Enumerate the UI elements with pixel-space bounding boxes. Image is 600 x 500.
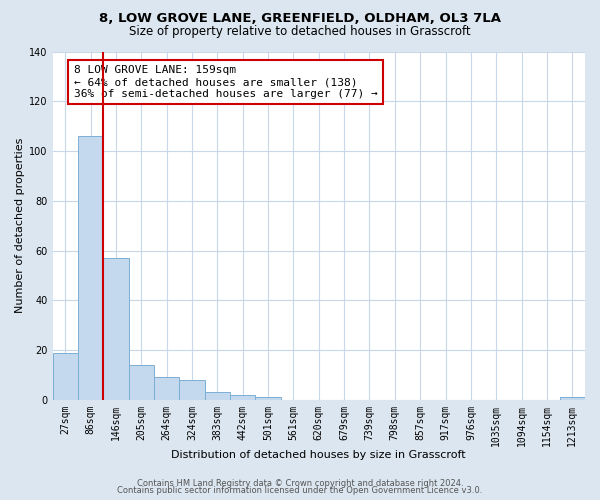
Bar: [179, 380, 205, 400]
Bar: [128, 365, 154, 400]
Bar: [53, 352, 78, 400]
X-axis label: Distribution of detached houses by size in Grasscroft: Distribution of detached houses by size …: [172, 450, 466, 460]
Text: Contains public sector information licensed under the Open Government Licence v3: Contains public sector information licen…: [118, 486, 482, 495]
Bar: [560, 398, 585, 400]
Bar: [154, 378, 179, 400]
Bar: [103, 258, 128, 400]
Bar: [256, 398, 281, 400]
Bar: [230, 395, 256, 400]
Text: Contains HM Land Registry data © Crown copyright and database right 2024.: Contains HM Land Registry data © Crown c…: [137, 478, 463, 488]
Text: Size of property relative to detached houses in Grasscroft: Size of property relative to detached ho…: [129, 25, 471, 38]
Text: 8 LOW GROVE LANE: 159sqm
← 64% of detached houses are smaller (138)
36% of semi-: 8 LOW GROVE LANE: 159sqm ← 64% of detach…: [74, 66, 377, 98]
Y-axis label: Number of detached properties: Number of detached properties: [15, 138, 25, 314]
Bar: [78, 136, 103, 400]
Text: 8, LOW GROVE LANE, GREENFIELD, OLDHAM, OL3 7LA: 8, LOW GROVE LANE, GREENFIELD, OLDHAM, O…: [99, 12, 501, 26]
Bar: [205, 392, 230, 400]
